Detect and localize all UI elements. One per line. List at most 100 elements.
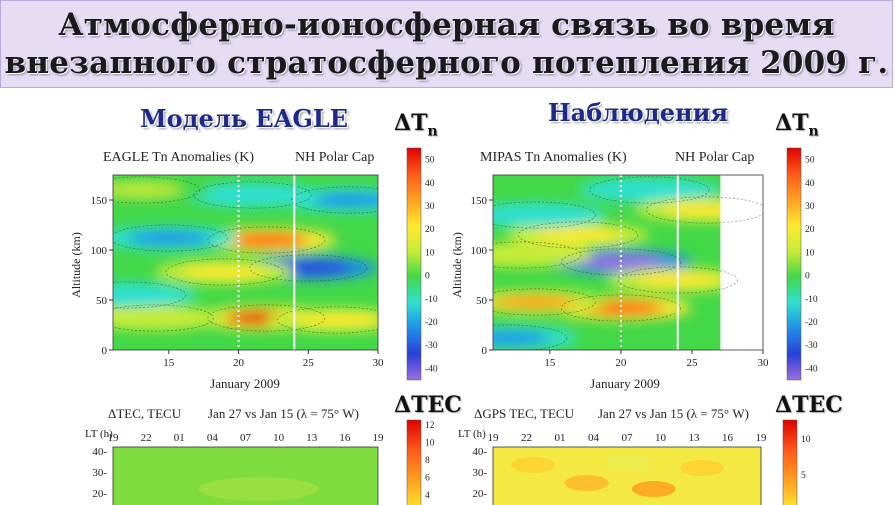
colorbar-tick-label: -10: [425, 295, 438, 305]
mipas-subtitle: NH Polar Cap: [675, 150, 754, 165]
delta-tec-label-left: ΔTEC: [394, 392, 462, 418]
anomaly-core: [126, 231, 211, 245]
lt-tick-label: 19: [756, 432, 768, 444]
colorbar-tick-label: 10: [425, 248, 435, 258]
lt-tick-label: 22: [521, 432, 532, 444]
colorbar-tick-label: 6: [425, 474, 430, 484]
anomaly-core: [606, 183, 692, 197]
lt-tick-label: 19: [373, 432, 385, 444]
colorbar-tick-label: 50: [425, 156, 435, 166]
model-section-label: Модель EAGLE: [140, 104, 348, 133]
lt-tick-label: 22: [141, 432, 152, 444]
colorbar-tick-label: -40: [425, 364, 438, 374]
colorbar-tick-label: -20: [425, 318, 438, 328]
colorbar-tick-label: 0: [425, 272, 430, 282]
eagle-ylabel: Altitude (km): [69, 232, 83, 298]
lt-tick-label: 01: [174, 432, 185, 444]
observations-section-label: Наблюдения: [548, 98, 729, 127]
y-tick-label: 150: [471, 195, 488, 207]
contour-line: [518, 221, 639, 249]
mipas-xlabel: January 2009: [590, 376, 660, 391]
tec-colorbar: [406, 419, 422, 505]
lt-tick-label: 16: [339, 432, 351, 444]
colorbar: [406, 147, 422, 381]
colorbar-tick-label: -40: [805, 364, 818, 374]
contour-line: [113, 176, 200, 204]
plot-frame: [112, 174, 379, 351]
lt-tick-label: 13: [306, 432, 318, 444]
tec-patch: [631, 481, 676, 497]
colorbar-tick-label: -20: [805, 318, 818, 328]
anomaly-core: [224, 233, 309, 247]
tec-field-2: [113, 447, 378, 505]
contour-line: [113, 281, 186, 309]
colorbar-tick-label: -30: [805, 341, 818, 351]
eagle-xlabel: January 2009: [210, 376, 280, 391]
delta-tn-label-right: ΔTn: [775, 110, 819, 140]
contour-line: [291, 186, 378, 214]
y-tick-label: 30-: [472, 467, 487, 479]
lt-tick-label: 10: [273, 432, 285, 444]
colorbar-tick-label: -10: [805, 295, 818, 305]
lt-tick-label: 19: [108, 432, 120, 444]
plot-frame: [492, 446, 762, 505]
x-tick-label: 20: [233, 357, 245, 369]
colorbar-tick-label: 20: [805, 225, 815, 235]
contour-line: [589, 176, 710, 204]
anomaly-core: [182, 265, 267, 279]
title-banner: Атмосферно-ионосферная связь во время вн…: [0, 0, 893, 88]
mipas-title: MIPAS Tn Anomalies (K): [480, 150, 627, 165]
y-tick-label: 0: [482, 345, 488, 357]
lt-tick-label: 07: [622, 432, 634, 444]
colorbar-tick-label: 30: [425, 202, 435, 212]
colorbar-tick-label: -30: [425, 341, 438, 351]
lt-tick-label: 04: [588, 432, 600, 444]
anomaly-core: [308, 193, 378, 207]
colorbar-tick-label: 8: [425, 456, 430, 466]
contour-line: [249, 254, 368, 282]
lt-tick-label: 13: [689, 432, 701, 444]
y-tick-label: 100: [471, 245, 488, 257]
colorbar-tick-label: 4: [425, 491, 430, 501]
anomaly-core: [113, 183, 183, 197]
contour-line: [560, 248, 681, 276]
eagle-title: EAGLE Tn Anomalies (K): [103, 150, 254, 165]
colorbar-tick-label: 10: [801, 435, 811, 445]
lt-tick-label: 07: [240, 432, 252, 444]
anomaly-core: [493, 295, 579, 309]
colorbar-tick-label: 40: [425, 179, 435, 189]
heatmap-field-0: [113, 175, 378, 350]
colorbar-tick-label: 20: [425, 225, 435, 235]
contour-line: [493, 288, 596, 316]
lt-tick-label: 16: [722, 432, 734, 444]
y-tick-label: 50: [476, 295, 488, 307]
contour-line: [207, 226, 326, 254]
contour-line: [646, 196, 763, 224]
y-tick-label: 50: [96, 295, 108, 307]
y-tick-label: 40-: [472, 446, 487, 458]
contour-line: [560, 294, 681, 322]
tec-field-3: [493, 447, 761, 505]
colorbar-tick-label: 0: [805, 272, 810, 282]
colorbar: [786, 147, 802, 381]
contour-line: [207, 304, 326, 332]
contour-line: [193, 181, 312, 209]
contour-line: [493, 201, 596, 229]
tec-lt-label: LT (h): [85, 428, 113, 440]
contour-line: [165, 258, 284, 286]
y-tick-label: 40-: [92, 446, 107, 458]
plot-frame: [112, 446, 379, 505]
gps-tec-title: ΔGPS TEC, TECU: [474, 406, 575, 421]
contour-line: [493, 241, 582, 269]
anomaly-core: [493, 331, 550, 345]
tec-patch: [511, 457, 556, 473]
y-tick-label: 20-: [472, 488, 487, 500]
tec-patch: [564, 475, 609, 491]
y-tick-label: 20-: [92, 488, 107, 500]
tec-colorbar: [782, 419, 798, 505]
delta-tec-label-right: ΔTEC: [775, 392, 843, 418]
contour-line: [113, 304, 214, 332]
lt-tick-label: 04: [207, 432, 219, 444]
colorbar-tick-label: 50: [805, 156, 815, 166]
contour-line: [493, 324, 568, 350]
